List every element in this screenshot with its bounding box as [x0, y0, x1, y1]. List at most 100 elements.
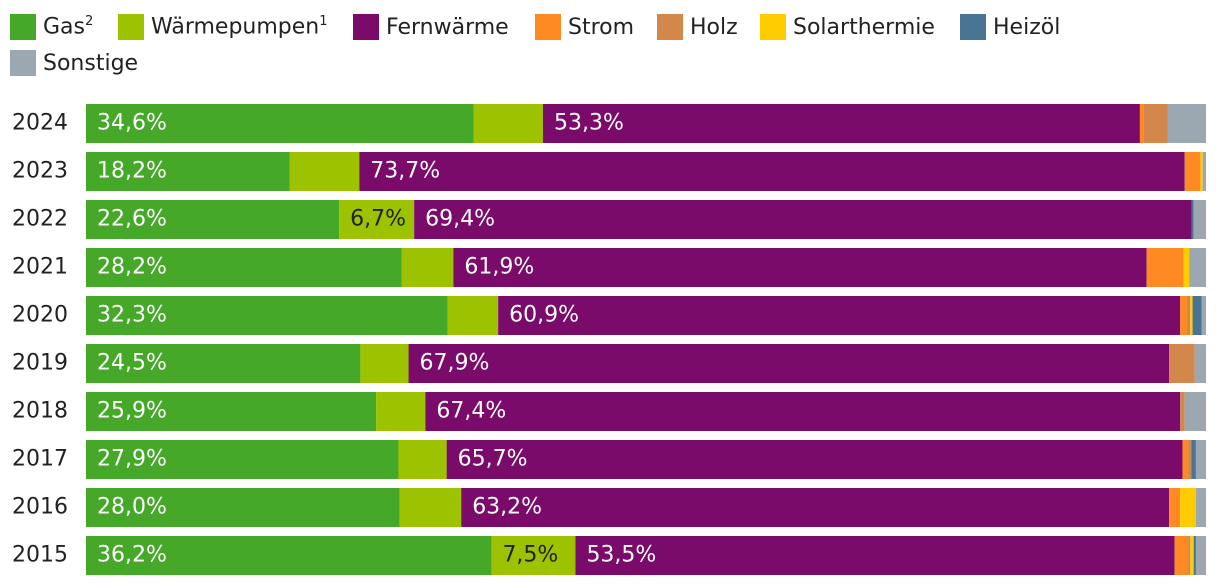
bar-segment	[86, 152, 290, 191]
year-label: 2018	[12, 399, 68, 424]
legend-item: Strom	[535, 12, 634, 42]
year-label: 2016	[12, 495, 68, 520]
legend-label: Holz	[690, 14, 738, 40]
bar-segment	[359, 152, 1185, 191]
bar-segment	[1201, 296, 1206, 335]
legend-item: Holz	[657, 12, 738, 42]
data-label: 53,3%	[554, 111, 624, 136]
bar-segment	[86, 104, 474, 143]
data-label: 61,9%	[464, 255, 534, 280]
bar-segment	[339, 200, 415, 239]
data-label: 22,6%	[97, 207, 167, 232]
bar-segment	[398, 440, 447, 479]
bar-segment	[86, 200, 340, 239]
bar-segment	[1139, 104, 1144, 143]
bar-segment	[1195, 440, 1206, 479]
bar-segment	[1169, 344, 1195, 383]
legend-swatch	[10, 14, 36, 40]
bar-segment	[1190, 296, 1193, 335]
legend-item: Solarthermie	[760, 12, 935, 42]
data-label: 28,0%	[97, 495, 167, 520]
legend-label: Wärmepumpen1	[151, 14, 328, 40]
bar-segment	[1143, 104, 1168, 143]
bar-segment	[1167, 104, 1206, 143]
bar-segment	[447, 296, 499, 335]
year-label: 2022	[12, 207, 68, 232]
legend-swatch	[960, 14, 986, 40]
bar-segment	[425, 392, 1181, 431]
legend-item: Wärmepumpen1	[118, 12, 328, 42]
legend-item: Gas2	[10, 12, 93, 42]
data-label: 60,9%	[509, 303, 579, 328]
bar-segment	[1188, 536, 1191, 575]
legend-label: Strom	[568, 14, 635, 40]
bar-segment	[1186, 296, 1191, 335]
bar-segment	[376, 392, 426, 431]
bar-segment	[289, 152, 360, 191]
bar-segment	[401, 248, 454, 287]
year-label: 2019	[12, 351, 68, 376]
data-label: 69,4%	[425, 207, 495, 232]
bar-segment	[1169, 488, 1181, 527]
year-label: 2020	[12, 303, 68, 328]
bar-segment	[1192, 296, 1202, 335]
data-label: 27,9%	[97, 447, 167, 472]
data-label: 28,2%	[97, 255, 167, 280]
legend-swatch	[657, 14, 683, 40]
bar-segment	[408, 344, 1170, 383]
bar-segment	[86, 440, 399, 479]
data-label: 25,9%	[97, 399, 167, 424]
bar-segment	[1195, 488, 1206, 527]
bar-segment	[1189, 248, 1206, 287]
legend-label: Fernwärme	[386, 14, 509, 40]
bar-segment	[86, 392, 377, 431]
data-label: 73,7%	[370, 159, 440, 184]
bar-segment	[446, 440, 1183, 479]
bar-segment	[86, 488, 400, 527]
data-label: 67,9%	[420, 351, 490, 376]
bar-segment	[1184, 152, 1201, 191]
bar-segment	[1180, 488, 1196, 527]
data-label: 18,2%	[97, 159, 167, 184]
bar-segment	[1200, 152, 1203, 191]
year-label: 2017	[12, 447, 68, 472]
legend-item: Sonstige	[10, 48, 138, 78]
legend-label: Sonstige	[43, 50, 139, 76]
year-label: 2023	[12, 159, 68, 184]
bar-segment	[473, 104, 543, 143]
bar-segment	[86, 248, 402, 287]
data-label: 53,5%	[586, 543, 656, 568]
legend-item: Heizöl	[960, 12, 1060, 42]
bar-segment	[1180, 392, 1185, 431]
bar-segment	[86, 344, 361, 383]
data-label: 32,3%	[97, 303, 167, 328]
year-label: 2015	[12, 543, 68, 568]
legend-swatch	[353, 14, 379, 40]
bar-segment	[1184, 392, 1206, 431]
data-label: 65,7%	[458, 447, 528, 472]
bar-segment	[542, 104, 1140, 143]
bar-segment	[1174, 536, 1189, 575]
bar-segment	[86, 536, 492, 575]
bar-segment	[1146, 248, 1184, 287]
bar-segment	[1193, 200, 1206, 239]
bar-segment	[1191, 200, 1194, 239]
legend-swatch	[535, 14, 561, 40]
bar-segment	[491, 536, 576, 575]
data-label: 67,4%	[436, 399, 506, 424]
legend-swatch	[760, 14, 786, 40]
legend-label: Solarthermie	[793, 14, 935, 40]
bar-segment	[1202, 152, 1206, 191]
data-label: 7,5%	[502, 543, 558, 568]
bar-segment	[1188, 440, 1192, 479]
bar-segment	[461, 488, 1170, 527]
legend-swatch	[118, 14, 144, 40]
bar-segment	[498, 296, 1181, 335]
bar-segment	[1182, 440, 1189, 479]
bar-segment	[414, 200, 1192, 239]
bar-segment	[1195, 536, 1206, 575]
bar-segment	[1194, 344, 1206, 383]
bar-segment	[453, 248, 1147, 287]
data-label: 36,2%	[97, 543, 167, 568]
